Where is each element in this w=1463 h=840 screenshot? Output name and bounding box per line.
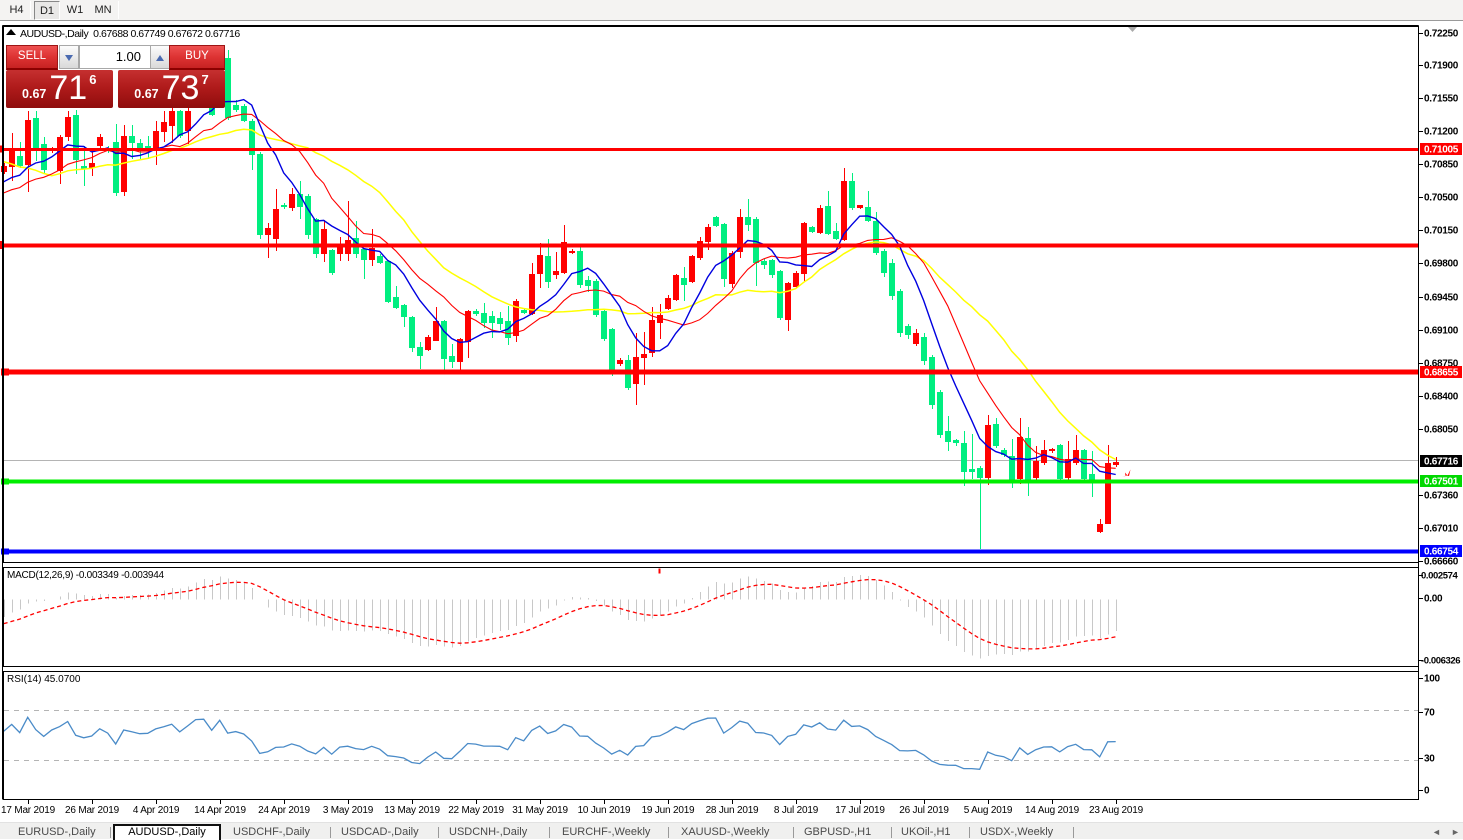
svg-text:4 Apr 2019: 4 Apr 2019 — [133, 805, 180, 816]
svg-text:14 Aug 2019: 14 Aug 2019 — [1025, 805, 1080, 816]
svg-text:13 May 2019: 13 May 2019 — [384, 805, 440, 816]
svg-text:31 May 2019: 31 May 2019 — [512, 805, 568, 816]
svg-text:0.66660: 0.66660 — [1424, 557, 1459, 568]
svg-text:23 Aug 2019: 23 Aug 2019 — [1089, 805, 1144, 816]
svg-text:22 May 2019: 22 May 2019 — [448, 805, 504, 816]
svg-text:0.68050: 0.68050 — [1424, 425, 1459, 436]
svg-text:0.68655: 0.68655 — [1424, 368, 1459, 379]
svg-text:0.67501: 0.67501 — [1424, 477, 1459, 488]
svg-text:0.72250: 0.72250 — [1424, 29, 1459, 40]
svg-text:0.71200: 0.71200 — [1424, 127, 1459, 138]
svg-text:8 Jul 2019: 8 Jul 2019 — [774, 805, 819, 816]
svg-text:0.69450: 0.69450 — [1424, 293, 1459, 304]
svg-text:26 Mar 2019: 26 Mar 2019 — [65, 805, 120, 816]
svg-text:0.70500: 0.70500 — [1424, 193, 1459, 204]
svg-text:0.67360: 0.67360 — [1424, 491, 1459, 502]
svg-text:30: 30 — [1424, 754, 1435, 765]
svg-text:MACD(12,26,9) -0.003349 -0.003: MACD(12,26,9) -0.003349 -0.003944 — [7, 570, 165, 581]
svg-text:5 Aug 2019: 5 Aug 2019 — [964, 805, 1013, 816]
svg-text:26 Jul 2019: 26 Jul 2019 — [899, 805, 949, 816]
svg-text:19 Jun 2019: 19 Jun 2019 — [642, 805, 695, 816]
svg-text:24 Apr 2019: 24 Apr 2019 — [258, 805, 310, 816]
svg-text:14 Apr 2019: 14 Apr 2019 — [194, 805, 246, 816]
svg-text:0.67716: 0.67716 — [1424, 457, 1459, 468]
svg-text:0.70150: 0.70150 — [1424, 226, 1459, 237]
svg-text:0.00: 0.00 — [1424, 594, 1443, 605]
svg-text:0.71005: 0.71005 — [1424, 145, 1459, 156]
svg-text:17 Jul 2019: 17 Jul 2019 — [835, 805, 885, 816]
svg-text:100: 100 — [1424, 674, 1441, 685]
svg-text:10 Jun 2019: 10 Jun 2019 — [578, 805, 631, 816]
svg-text:AUDUSD-,Daily 0.67688 0.67749: AUDUSD-,Daily 0.67688 0.67749 0.67672 0.… — [20, 28, 240, 40]
svg-text:0.66754: 0.66754 — [1424, 547, 1459, 558]
svg-text:RSI(14) 45.0700: RSI(14) 45.0700 — [7, 674, 81, 685]
svg-text:0.71550: 0.71550 — [1424, 94, 1459, 105]
svg-text:0.68400: 0.68400 — [1424, 392, 1459, 403]
svg-text:0.70850: 0.70850 — [1424, 160, 1459, 171]
svg-text:28 Jun 2019: 28 Jun 2019 — [706, 805, 759, 816]
svg-text:0.71900: 0.71900 — [1424, 61, 1459, 72]
svg-text:0: 0 — [1424, 786, 1430, 797]
svg-text:0.69800: 0.69800 — [1424, 259, 1459, 270]
svg-text:-0.006326: -0.006326 — [1421, 656, 1460, 667]
svg-text:0.68750: 0.68750 — [1424, 359, 1459, 370]
svg-text:0.69100: 0.69100 — [1424, 326, 1459, 337]
svg-text:0.67010: 0.67010 — [1424, 524, 1459, 535]
svg-text:0.002574: 0.002574 — [1421, 571, 1459, 582]
svg-text:3 May 2019: 3 May 2019 — [323, 805, 374, 816]
svg-text:70: 70 — [1424, 708, 1435, 719]
svg-text:17 Mar 2019: 17 Mar 2019 — [1, 805, 56, 816]
